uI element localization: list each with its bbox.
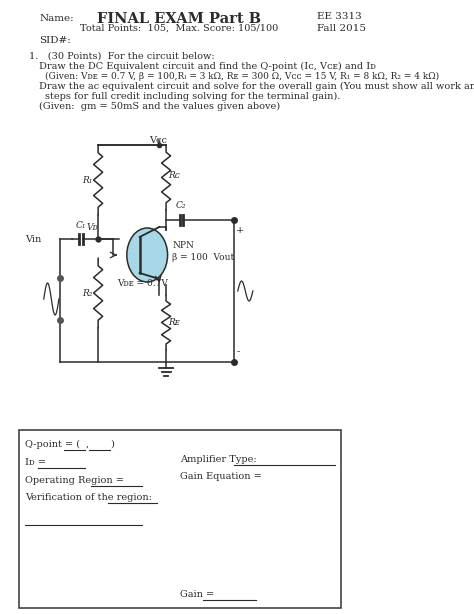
Text: ,: ,: [85, 440, 89, 449]
Text: SID#:: SID#:: [39, 36, 71, 45]
Text: -: -: [236, 348, 239, 357]
Text: Q-point = (: Q-point = (: [25, 440, 80, 449]
Text: Vᴅᴇ = 0.7V: Vᴅᴇ = 0.7V: [117, 279, 168, 287]
Text: 1.   (30 Points)  For the circuit below:: 1. (30 Points) For the circuit below:: [29, 52, 214, 61]
Text: Name:: Name:: [39, 14, 74, 23]
Text: Operating Region =: Operating Region =: [25, 476, 124, 485]
Text: +: +: [236, 225, 245, 235]
Text: EE 3313: EE 3313: [317, 12, 362, 21]
Text: Iᴅ =: Iᴅ =: [25, 458, 46, 467]
Text: Draw the ac equivalent circuit and solve for the overall gain (You must show all: Draw the ac equivalent circuit and solve…: [39, 82, 474, 91]
Text: Rᴇ: Rᴇ: [168, 317, 180, 327]
Circle shape: [127, 228, 168, 282]
Text: (Given: Vᴅᴇ = 0.7 V, β = 100,Rₗ = 3 kΩ, Rᴇ = 300 Ω, Vᴄᴄ = 15 V, R₁ = 8 kΩ, R₂ = : (Given: Vᴅᴇ = 0.7 V, β = 100,Rₗ = 3 kΩ, …: [46, 72, 439, 81]
Text: (Given:  gm = 50mS and the values given above): (Given: gm = 50mS and the values given a…: [39, 102, 281, 111]
Text: Rᴄ: Rᴄ: [168, 171, 180, 179]
Text: ): ): [110, 440, 114, 449]
Text: Vᴅ: Vᴅ: [87, 223, 99, 232]
Text: Gain Equation =: Gain Equation =: [180, 472, 262, 481]
Text: NPN: NPN: [172, 241, 194, 249]
Text: FINAL EXAM Part B: FINAL EXAM Part B: [97, 12, 261, 26]
Text: β = 100  Vout: β = 100 Vout: [172, 252, 234, 262]
Text: Vcc: Vcc: [149, 136, 167, 145]
Text: R₂: R₂: [82, 289, 93, 298]
Text: Gain =: Gain =: [180, 590, 214, 599]
Text: Draw the DC Equivalent circuit and find the Q-point (Iᴄ, Vᴄᴇ) and Iᴅ: Draw the DC Equivalent circuit and find …: [39, 62, 376, 71]
Text: steps for full credit including solving for the terminal gain).: steps for full credit including solving …: [46, 92, 341, 101]
Text: C₁: C₁: [75, 221, 86, 230]
Text: Total Points:  105,  Max. Score: 105/100: Total Points: 105, Max. Score: 105/100: [80, 24, 278, 33]
Text: Verification of the region:: Verification of the region:: [25, 493, 152, 502]
Text: Vin: Vin: [25, 235, 42, 244]
Text: C₂: C₂: [176, 201, 186, 210]
Text: Amplifier Type:: Amplifier Type:: [180, 455, 256, 464]
Text: R₁: R₁: [82, 176, 93, 184]
Text: Fall 2015: Fall 2015: [317, 24, 366, 33]
Bar: [19, 430, 341, 608]
